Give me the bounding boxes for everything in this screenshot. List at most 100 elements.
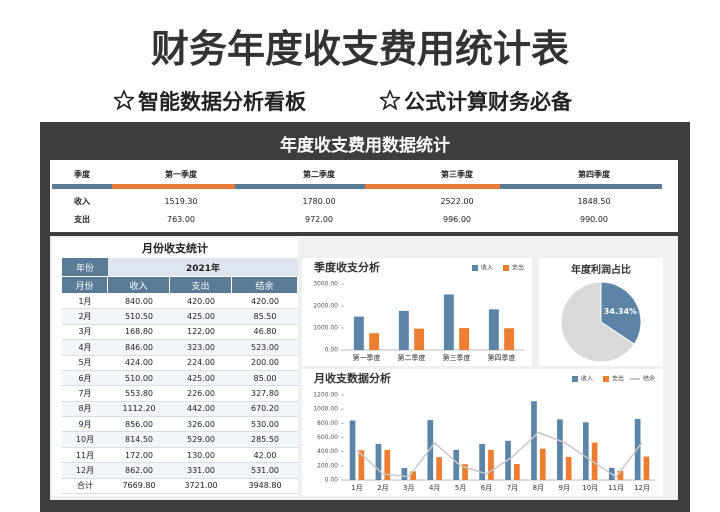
year-label: 年份 bbox=[62, 258, 108, 276]
bar bbox=[514, 463, 520, 480]
table-cell: 7月 bbox=[62, 386, 108, 402]
table-cell: 7669.80 bbox=[108, 478, 170, 494]
header-stripe bbox=[52, 184, 112, 189]
header-stripe bbox=[500, 184, 662, 189]
table-cell: 420.00 bbox=[170, 294, 232, 310]
table-cell: 5月 bbox=[62, 355, 108, 371]
table-cell: 285.50 bbox=[232, 432, 298, 448]
bar bbox=[591, 442, 598, 480]
bar bbox=[582, 422, 589, 480]
table-cell: 2月 bbox=[62, 309, 108, 325]
bar bbox=[410, 471, 417, 480]
y-tick-label: 0.00 bbox=[325, 477, 339, 484]
bar bbox=[565, 456, 572, 480]
x-tick-label: 4月 bbox=[429, 484, 440, 492]
tag: 智能数据分析看板 bbox=[138, 90, 306, 114]
chart-title: 月收支数据分析 bbox=[313, 371, 391, 385]
table-cell: 327.80 bbox=[232, 386, 298, 402]
bar bbox=[557, 419, 563, 480]
column-header: 第一季度 bbox=[165, 169, 197, 179]
table-cell: 1519.30 bbox=[164, 196, 198, 206]
legend-label: 收入 bbox=[581, 375, 593, 383]
bar bbox=[504, 328, 515, 350]
bar bbox=[488, 309, 499, 350]
table-cell: 200.00 bbox=[232, 355, 298, 371]
quarter-box bbox=[50, 160, 678, 232]
x-tick-label: 第二季度 bbox=[398, 353, 426, 362]
table-cell: 1848.50 bbox=[577, 196, 611, 206]
bar bbox=[401, 468, 408, 480]
x-tick-label: 第四季度 bbox=[488, 353, 516, 362]
table-cell: 425.00 bbox=[170, 309, 232, 325]
bar bbox=[453, 449, 460, 480]
table-cell: 85.50 bbox=[232, 309, 298, 325]
table-cell: 763.00 bbox=[167, 214, 195, 224]
bar bbox=[384, 449, 391, 480]
table-cell: 442.00 bbox=[170, 401, 232, 418]
x-tick-label: 12月 bbox=[634, 484, 650, 492]
bar bbox=[436, 457, 442, 480]
table-cell: 670.20 bbox=[232, 401, 298, 418]
header-stripe bbox=[112, 184, 235, 189]
table-cell: 856.00 bbox=[108, 417, 170, 433]
chart-title: 年度利润占比 bbox=[571, 263, 631, 276]
tag: 公式计算财务必备 bbox=[404, 90, 572, 114]
table-cell: 990.00 bbox=[580, 214, 608, 224]
table-cell: 2522.00 bbox=[440, 196, 474, 206]
star-icon bbox=[114, 90, 134, 110]
legend-swatch bbox=[471, 265, 478, 271]
table-cell: 4月 bbox=[62, 340, 108, 356]
table-cell: 510.50 bbox=[108, 309, 170, 325]
table-cell: 224.00 bbox=[170, 355, 232, 371]
table-cell: 10月 bbox=[62, 432, 108, 448]
x-tick-label: 7月 bbox=[507, 484, 518, 492]
column-header: 第三季度 bbox=[441, 169, 473, 179]
table-cell: 420.00 bbox=[232, 294, 298, 310]
table-cell: 85.00 bbox=[232, 370, 298, 387]
table-cell: 3月 bbox=[62, 324, 108, 341]
x-tick-label: 2月 bbox=[377, 484, 388, 492]
column-header: 季度 bbox=[74, 169, 90, 179]
column-header: 结余 bbox=[232, 277, 298, 293]
table-cell: 3721.00 bbox=[170, 478, 232, 494]
table-cell: 122.00 bbox=[170, 324, 232, 341]
y-tick-label: 1200.00 bbox=[313, 392, 338, 399]
table-cell: 531.00 bbox=[232, 463, 298, 479]
y-tick-label: 0.00 bbox=[325, 347, 339, 354]
column-header: 月份 bbox=[62, 277, 108, 293]
bar bbox=[349, 420, 356, 480]
table-cell: 326.00 bbox=[170, 417, 232, 433]
table-cell: 424.00 bbox=[108, 355, 170, 371]
x-tick-label: 1月 bbox=[351, 484, 362, 492]
table-cell: 9月 bbox=[62, 417, 108, 433]
bar bbox=[488, 449, 494, 480]
legend-swatch bbox=[602, 376, 609, 382]
bar bbox=[643, 456, 650, 480]
header-stripe bbox=[235, 184, 365, 189]
bar bbox=[617, 470, 624, 480]
x-tick-label: 11月 bbox=[608, 484, 624, 492]
table-cell: 6月 bbox=[62, 370, 108, 387]
year-value: 2021年 bbox=[108, 258, 298, 276]
table-title: 月份收支统计 bbox=[142, 242, 208, 255]
table-cell: 12月 bbox=[62, 463, 108, 479]
star-icon bbox=[380, 90, 400, 110]
pie-slice bbox=[560, 281, 636, 363]
table-cell: 226.00 bbox=[170, 386, 232, 402]
table-cell: 11月 bbox=[62, 447, 108, 464]
table-cell: 425.00 bbox=[170, 370, 232, 387]
y-tick-label: 400.00 bbox=[317, 448, 338, 455]
table-cell: 172.00 bbox=[108, 447, 170, 464]
x-tick-label: 10月 bbox=[582, 484, 598, 492]
bar bbox=[375, 443, 382, 480]
bar bbox=[459, 328, 470, 350]
table-cell: 510.00 bbox=[108, 370, 170, 387]
line bbox=[356, 431, 643, 479]
y-tick-label: 800.00 bbox=[317, 420, 338, 427]
table-cell: 523.00 bbox=[232, 340, 298, 356]
bar bbox=[539, 448, 546, 480]
table-cell: 8月 bbox=[62, 401, 108, 418]
table-cell: 支出 bbox=[74, 214, 90, 224]
table-cell: 1112.20 bbox=[108, 401, 170, 418]
